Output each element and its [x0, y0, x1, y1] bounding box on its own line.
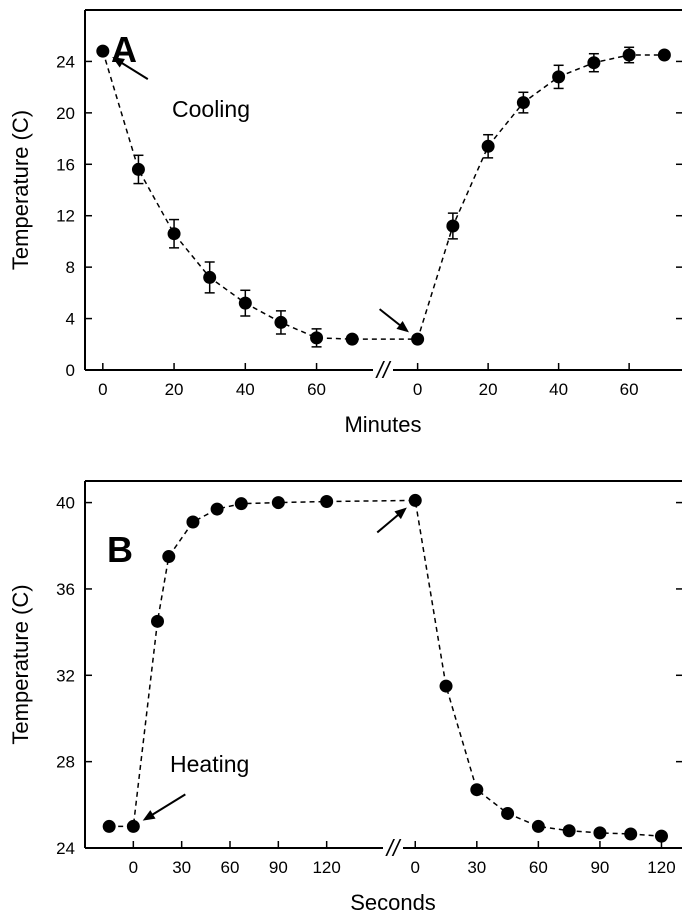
x-tick-label: 120	[647, 858, 675, 877]
data-point	[657, 48, 671, 62]
x-axis-label: Seconds	[350, 890, 436, 915]
y-axis-label: Temperature (C)	[8, 584, 33, 744]
y-tick-label: 0	[66, 361, 75, 380]
x-tick-label: 60	[529, 858, 548, 877]
data-point	[151, 614, 164, 628]
data-point	[562, 824, 576, 838]
y-tick-label: 40	[56, 494, 75, 513]
x-tick-label: 90	[590, 858, 609, 877]
data-point	[167, 227, 181, 241]
x-tick-label: 20	[479, 380, 498, 399]
data-point	[411, 332, 425, 346]
x-tick-label: 0	[411, 858, 420, 877]
data-point	[501, 806, 515, 820]
data-point	[320, 495, 334, 509]
data-point	[654, 829, 668, 843]
x-tick-label: 60	[307, 380, 326, 399]
x-tick-label: 0	[129, 858, 138, 877]
x-tick-label: 30	[172, 858, 191, 877]
x-tick-label: 60	[620, 380, 639, 399]
data-point	[531, 819, 545, 833]
data-point	[470, 783, 484, 797]
data-point	[622, 48, 636, 62]
annotation-label: Heating	[170, 751, 249, 777]
data-point	[234, 497, 248, 511]
series-line	[109, 499, 662, 837]
x-tick-label: 120	[312, 858, 340, 877]
data-point	[210, 502, 224, 516]
data-point	[552, 70, 566, 84]
y-axis-label: Temperature (C)	[8, 110, 33, 270]
y-tick-label: 8	[66, 258, 75, 277]
y-tick-label: 32	[56, 666, 75, 685]
panel-b: 24 28 32 36 40 Temperature (C) Seconds B // 0 30 60…	[8, 480, 682, 915]
y-tick-label: 12	[56, 207, 75, 226]
x-tick-label: 0	[413, 380, 422, 399]
y-tick-label: 20	[56, 104, 75, 123]
data-point	[593, 826, 607, 840]
x-tick-label: 90	[269, 858, 288, 877]
y-tick-label: 4	[66, 310, 75, 329]
data-point	[408, 493, 422, 507]
data-point	[96, 44, 110, 58]
data-point	[102, 819, 116, 833]
data-point	[587, 56, 601, 70]
data-point	[203, 270, 217, 284]
y-tick-label: 36	[56, 580, 75, 599]
data-point	[238, 296, 252, 310]
axis-break-mark: //	[385, 835, 402, 861]
data-point	[162, 550, 176, 564]
x-tick-label: 0	[98, 380, 107, 399]
data-point	[271, 496, 285, 510]
y-tick-label: 24	[56, 52, 75, 71]
panel-letter: B	[107, 529, 133, 570]
arrow-head	[396, 320, 409, 333]
x-tick-label: 40	[549, 380, 568, 399]
x-tick-label: 40	[236, 380, 255, 399]
annotation-arrow	[147, 793, 186, 819]
x-tick-label: 60	[221, 858, 240, 877]
data-point	[310, 331, 324, 345]
annotation-label: Cooling	[172, 96, 250, 122]
x-tick-label: 30	[467, 858, 486, 877]
axis-break-mark: //	[375, 357, 392, 383]
x-tick-label: 20	[165, 380, 184, 399]
data-point	[186, 515, 200, 529]
x-axis-label: Minutes	[344, 412, 421, 437]
data-point	[274, 315, 288, 329]
data-point	[446, 219, 460, 233]
y-tick-label: 28	[56, 753, 75, 772]
data-point	[345, 332, 359, 346]
y-tick-label: 16	[56, 155, 75, 174]
data-point	[131, 162, 145, 176]
y-tick-label: 24	[56, 839, 75, 858]
arrow-head	[142, 810, 156, 821]
arrow-head	[112, 56, 125, 68]
series-line	[102, 50, 665, 340]
data-point	[439, 679, 453, 693]
arrow-head	[394, 507, 407, 520]
data-point	[126, 819, 140, 833]
data-point	[481, 139, 495, 153]
data-point	[624, 827, 638, 841]
data-point	[516, 96, 530, 110]
